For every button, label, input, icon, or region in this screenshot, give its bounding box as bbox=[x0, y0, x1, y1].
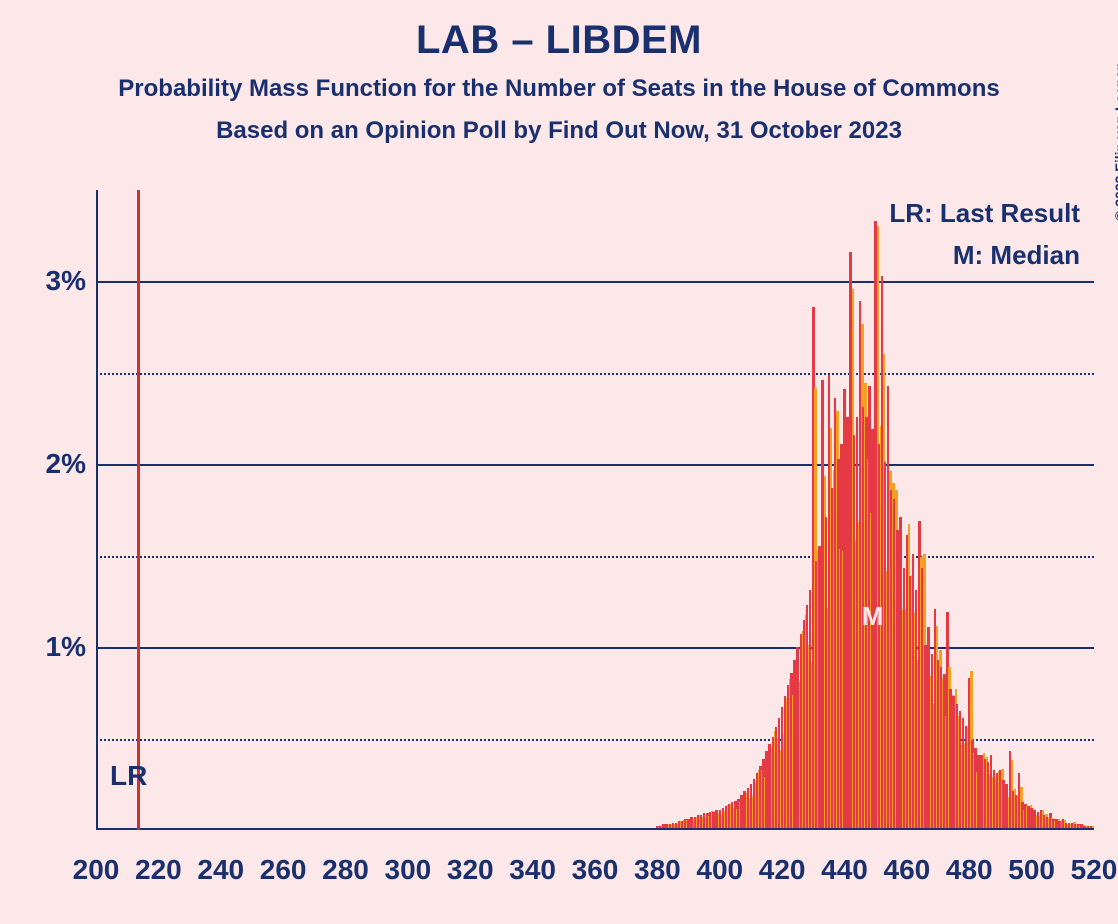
y-tick-label: 2% bbox=[46, 448, 86, 480]
x-tick-label: 440 bbox=[821, 854, 868, 886]
chart-title: LAB – LIBDEM bbox=[0, 0, 1118, 63]
x-tick-label: 480 bbox=[946, 854, 993, 886]
x-tick-label: 500 bbox=[1008, 854, 1055, 886]
grid-major bbox=[96, 281, 1094, 283]
x-tick-label: 200 bbox=[73, 854, 120, 886]
copyright-text: © 2023 Filip van Laenen bbox=[1112, 62, 1118, 221]
x-tick-label: 300 bbox=[385, 854, 432, 886]
x-tick-label: 340 bbox=[509, 854, 556, 886]
x-tick-label: 260 bbox=[260, 854, 307, 886]
median-marker: M bbox=[862, 601, 884, 632]
x-tick-label: 240 bbox=[197, 854, 244, 886]
x-tick-label: 280 bbox=[322, 854, 369, 886]
x-tick-label: 380 bbox=[634, 854, 681, 886]
grid-minor bbox=[96, 373, 1094, 375]
x-tick-label: 420 bbox=[759, 854, 806, 886]
legend-m: M: Median bbox=[953, 240, 1080, 271]
y-axis bbox=[96, 190, 98, 830]
x-tick-label: 400 bbox=[696, 854, 743, 886]
y-tick-label: 1% bbox=[46, 631, 86, 663]
x-tick-label: 520 bbox=[1071, 854, 1118, 886]
chart-subtitle-1: Probability Mass Function for the Number… bbox=[0, 75, 1118, 103]
x-tick-label: 360 bbox=[572, 854, 619, 886]
x-tick-label: 460 bbox=[884, 854, 931, 886]
grid-minor bbox=[96, 556, 1094, 558]
last-result-line bbox=[137, 190, 140, 830]
x-tick-label: 220 bbox=[135, 854, 182, 886]
grid-major bbox=[96, 464, 1094, 466]
legend-lr: LR: Last Result bbox=[889, 198, 1080, 229]
pmf-bar bbox=[1092, 826, 1095, 828]
grid-major bbox=[96, 647, 1094, 649]
chart-container: LAB – LIBDEM Probability Mass Function f… bbox=[0, 0, 1118, 924]
x-tick-label: 320 bbox=[447, 854, 494, 886]
plot-area: LR M bbox=[96, 190, 1094, 830]
x-axis bbox=[96, 828, 1094, 830]
chart-subtitle-2: Based on an Opinion Poll by Find Out Now… bbox=[0, 117, 1118, 145]
y-tick-label: 3% bbox=[46, 265, 86, 297]
lr-label: LR bbox=[110, 760, 147, 792]
